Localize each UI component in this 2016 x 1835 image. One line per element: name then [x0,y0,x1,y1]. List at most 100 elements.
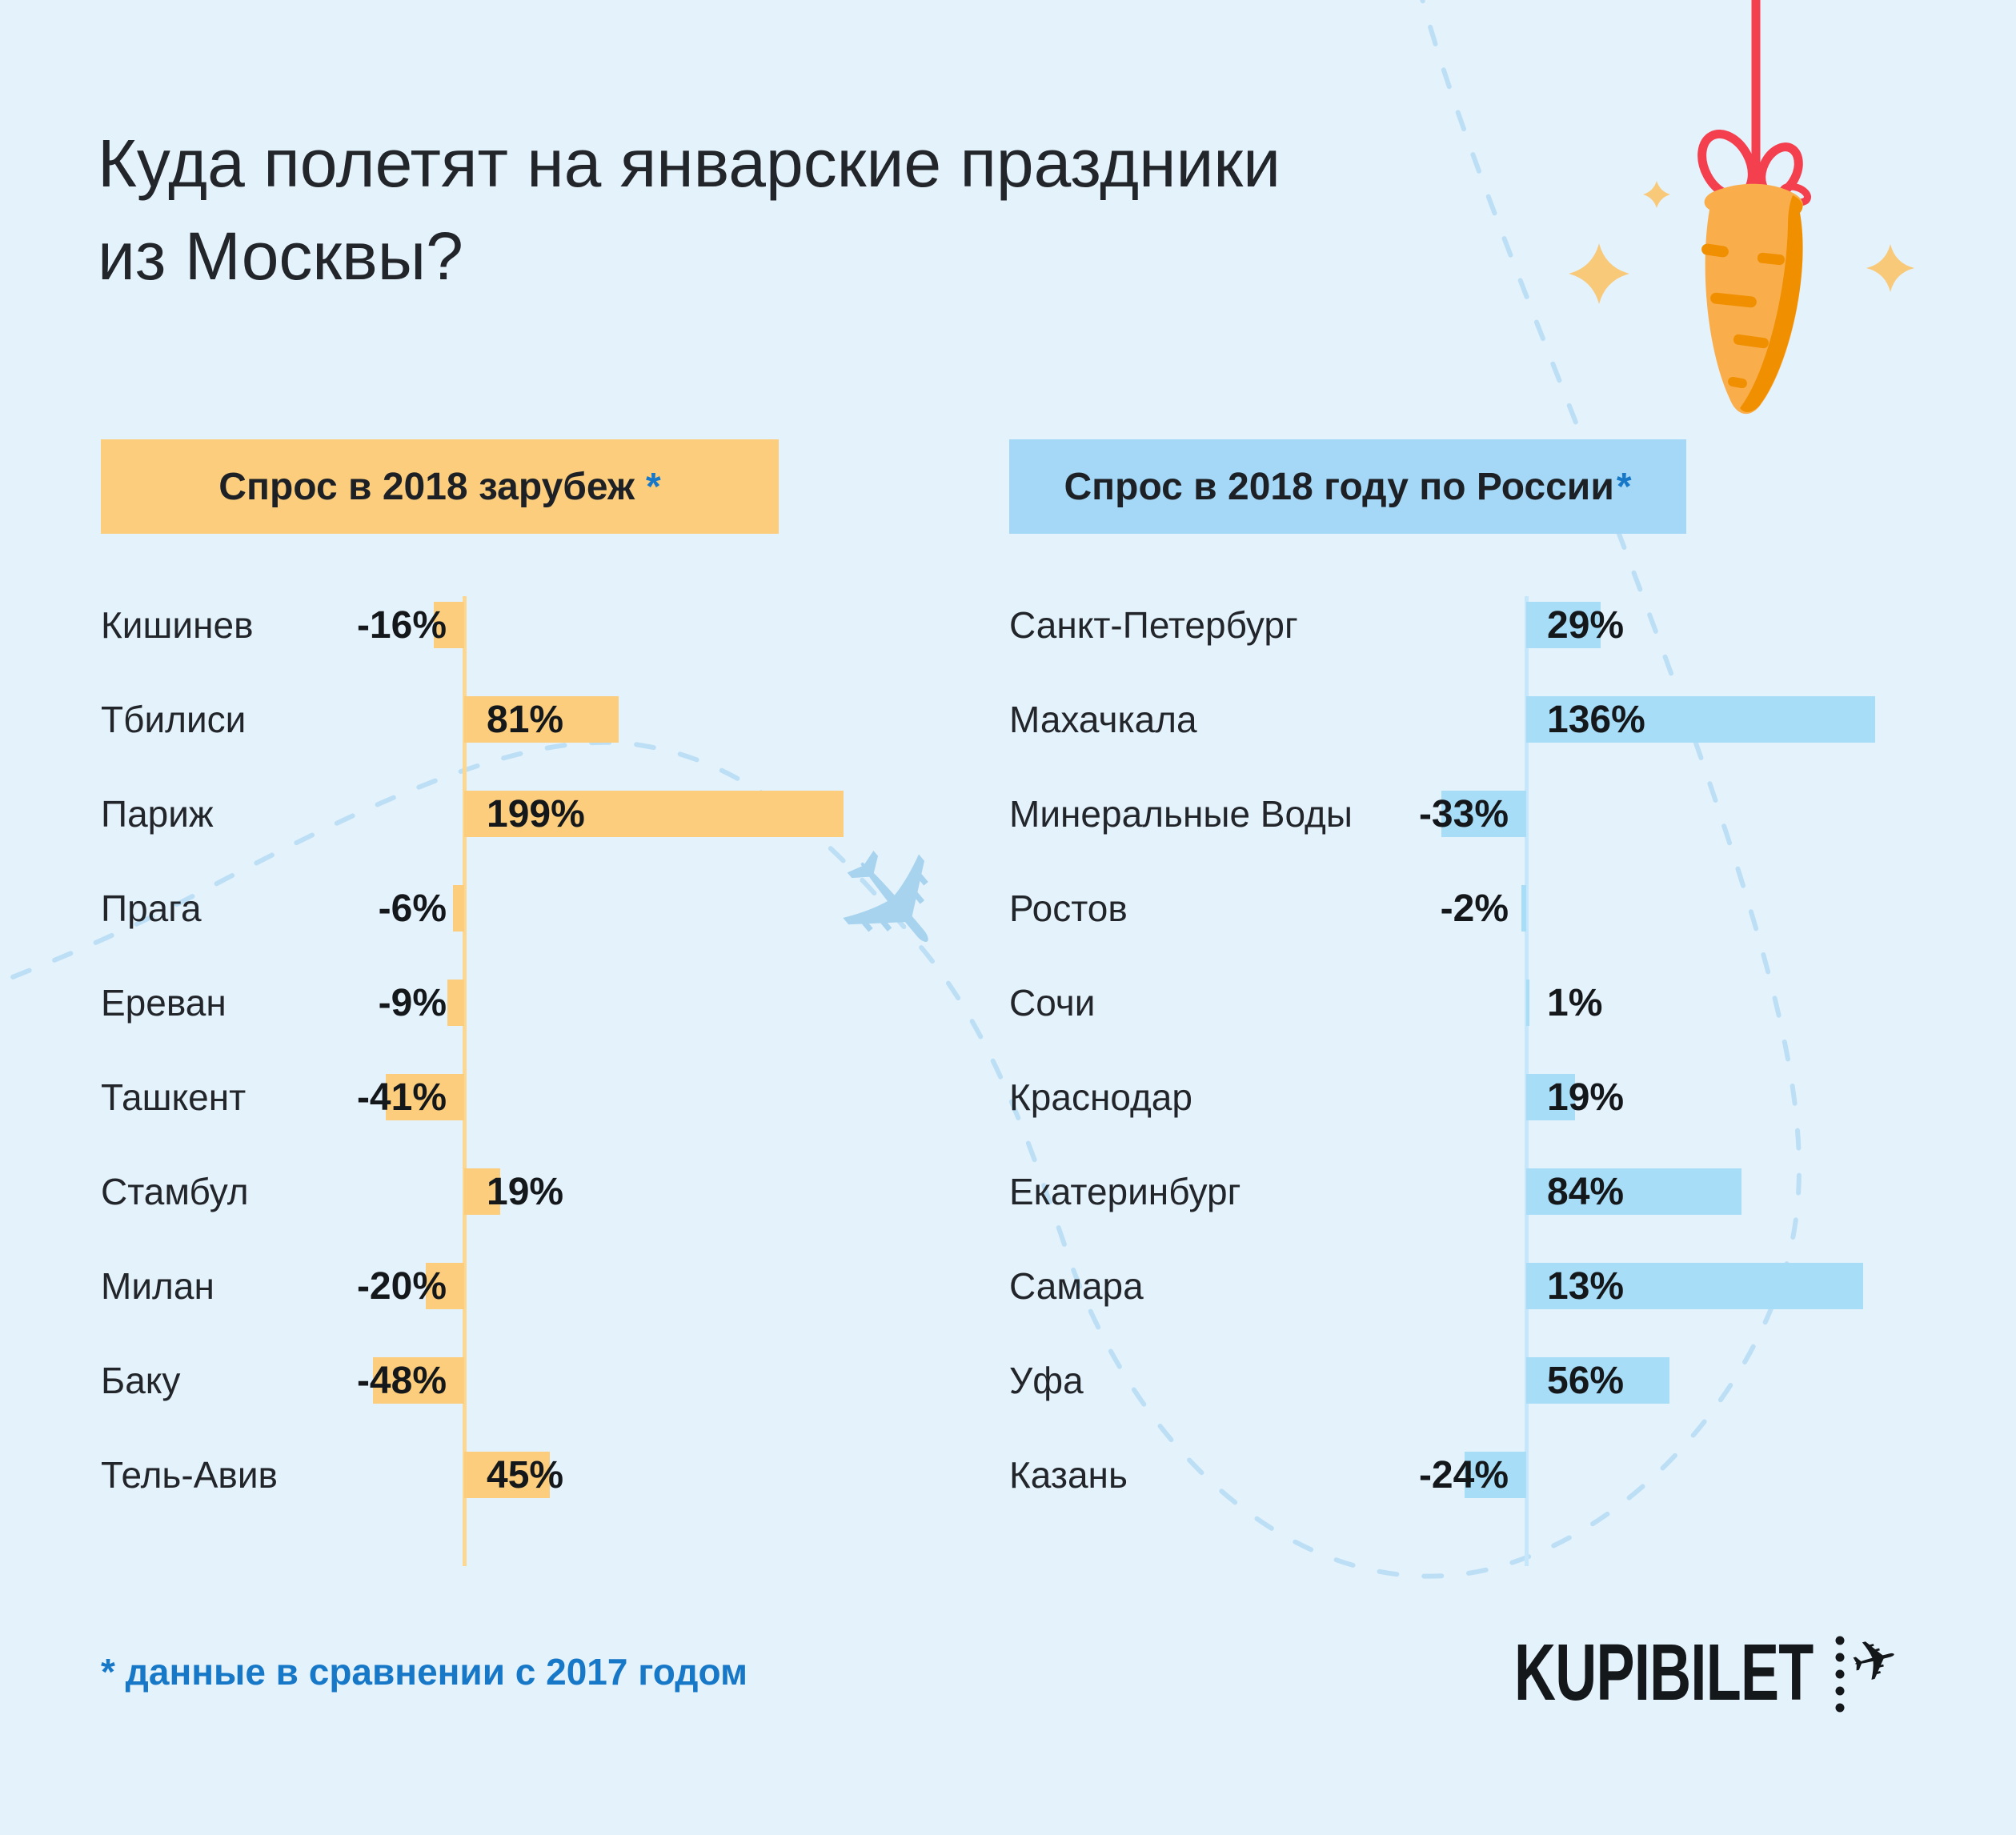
city-label: Минеральные Воды [1009,793,1353,835]
city-label: Кишинев [101,604,254,646]
city-label: Краснодар [1009,1076,1192,1118]
city-label: Прага [101,887,202,929]
value-bar [1526,980,1529,1026]
value-bar [1526,1074,1575,1120]
abroad-chart-header: Спрос в 2018 зарубеж * [101,439,779,534]
abroad-chart-header-label: Спрос в 2018 зарубеж [218,465,635,508]
value-label: 45% [487,1453,564,1496]
value-label: -2% [1440,887,1509,930]
kupibilet-logo: KUPIBILET [1514,1628,1930,1717]
sparkle-icon [1866,244,1914,292]
value-bar [464,1168,500,1215]
city-label: Махачкала [1009,699,1197,740]
chart-row: Стамбул 19% [101,1144,949,1239]
value-bar [426,1263,464,1309]
city-label: Ростов [1009,887,1128,929]
value-bar [1526,602,1601,648]
carrot-stripe [1701,243,1729,258]
value-label: -48% [356,1359,447,1402]
chart-row: Ташкент -41% [101,1050,949,1144]
city-label: Ташкент [101,1076,246,1118]
value-label: 19% [487,1170,564,1213]
page-title-line2: из Москвы? [98,218,463,294]
value-label: -16% [356,603,447,647]
value-label: 199% [487,792,585,835]
value-bar [447,980,464,1026]
value-label: 19% [1547,1076,1625,1119]
value-bar [1526,1168,1741,1215]
chart-row: Кишинев -16% [101,578,949,672]
value-label: -20% [356,1264,447,1308]
chart-row: Махачкала 136% [1009,672,1978,767]
carrot-stripe [1733,334,1769,349]
abroad-chart: Кишинев -16% Тбилиси 81% Париж 199% Прага -6% Ер… [101,578,949,1566]
value-label: 81% [487,698,564,741]
city-label: Санкт-Петербург [1009,604,1298,646]
page-title: Куда полетят на январские праздники из Мо… [98,117,1281,302]
value-label: 1% [1547,981,1603,1024]
chart-axis [463,596,467,1566]
sparkle-icon [1569,243,1629,304]
chart-row: Минеральные Воды -33% [1009,767,1978,861]
value-label: -9% [378,981,447,1024]
chart-row: Казань -24% [1009,1428,1978,1522]
chart-row: Баку -48% [101,1333,949,1428]
value-bar [386,1074,464,1120]
abroad-header-asterisk: * [646,465,661,508]
chart-row: Милан -20% [101,1239,949,1333]
city-label: Уфа [1009,1360,1084,1401]
sparkle-icon [1643,181,1670,208]
city-label: Самара [1009,1265,1144,1307]
value-label: -6% [378,887,447,930]
carrot-stripe [1728,376,1747,389]
dashed-flight-path [0,0,1802,1579]
value-bar [373,1357,464,1404]
chart-row: Прага -6% [101,861,949,956]
city-label: Париж [101,793,214,835]
page-title-line1: Куда полетят на январские праздники [98,126,1281,201]
value-label: -33% [1418,792,1509,835]
value-bar [434,602,464,648]
city-label: Тель-Авив [101,1454,278,1496]
russia-chart: Санкт-Петербург 29% Махачкала 136% Минеральн… [1009,578,1978,1566]
value-bar [464,1452,550,1498]
city-label: Стамбул [101,1171,249,1212]
value-label: -41% [356,1076,447,1119]
carrot-stripe [1710,292,1757,308]
russia-chart-header: Спрос в 2018 году по России * [1009,439,1686,534]
chart-row: Тель-Авив 45% [101,1428,949,1522]
footnote: * данные в сравнении с 2017 годом [101,1651,748,1693]
chart-row: Ростов -2% [1009,861,1978,956]
city-label: Екатеринбург [1009,1171,1241,1212]
value-label: 84% [1547,1170,1625,1213]
value-bar [1526,696,1875,743]
russia-header-asterisk: * [1616,465,1632,508]
chart-row: Тбилиси 81% [101,672,949,767]
value-label: 56% [1547,1359,1625,1402]
chart-row: Париж 199% [101,767,949,861]
russia-chart-header-label: Спрос в 2018 году по России [1064,465,1614,508]
city-label: Ереван [101,982,226,1024]
city-label: Сочи [1009,982,1096,1024]
value-label: 13% [1547,1264,1625,1308]
kupibilet-logo-text: KUPIBILET [1514,1628,1814,1717]
value-bar [464,791,844,837]
city-label: Милан [101,1265,214,1307]
carrot-stripe [1757,252,1785,266]
city-label: Баку [101,1360,181,1401]
city-label: Казань [1009,1454,1128,1496]
chart-row: Уфа 56% [1009,1333,1978,1428]
chart-row: Самара 13% [1009,1239,1978,1333]
value-bar [1521,885,1526,932]
chart-row: Краснодар 19% [1009,1050,1978,1144]
value-label: -24% [1418,1453,1509,1496]
chart-row: Ереван -9% [101,956,949,1050]
value-label: 136% [1547,698,1645,741]
chart-row: Санкт-Петербург 29% [1009,578,1978,672]
value-bar [1465,1452,1526,1498]
value-bar [453,885,464,932]
carrot-shade [1740,195,1803,412]
value-bar [1526,1357,1669,1404]
